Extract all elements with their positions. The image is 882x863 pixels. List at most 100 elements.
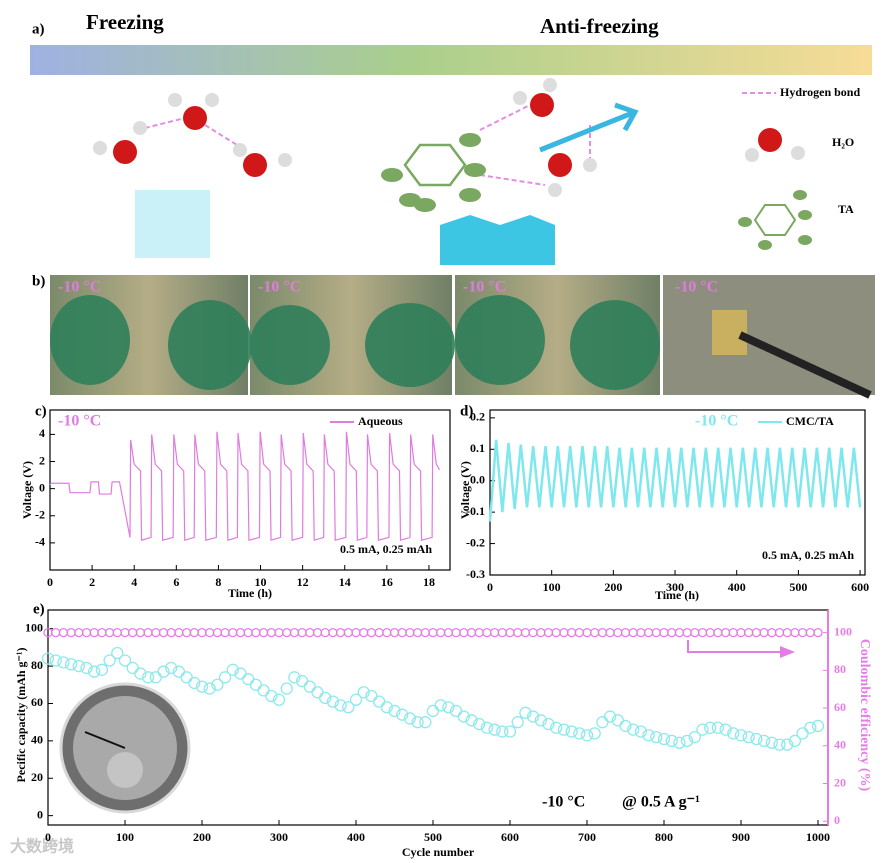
data-point [542, 717, 555, 731]
data-point [788, 734, 802, 748]
data-point [288, 671, 301, 684]
data-point [489, 627, 500, 638]
data-point [151, 627, 161, 638]
data-point [536, 627, 546, 638]
data-point [473, 717, 486, 731]
data-point [674, 627, 685, 638]
data-point [366, 627, 377, 638]
x-tick-label: 6 [173, 575, 179, 589]
diagram: a) Freezing Anti-freezing Hydrogen bond … [30, 10, 872, 265]
data-point [634, 725, 648, 738]
y-axis-label: Pecific capacity (mAh g⁻¹) [14, 648, 28, 783]
y-tick-label: 2 [39, 453, 45, 467]
data-point [235, 627, 246, 638]
data-point [311, 686, 324, 699]
x-tick-label: 800 [655, 830, 673, 844]
data-point [665, 734, 678, 748]
data-point [357, 686, 370, 699]
data-point [550, 721, 563, 734]
data-point [566, 627, 577, 638]
data-point [111, 646, 124, 660]
data-point [112, 627, 122, 638]
x-tick-label: 14 [339, 575, 351, 589]
data-point [80, 661, 93, 675]
data-point [759, 627, 769, 638]
data-point [157, 665, 170, 678]
data-point [543, 627, 554, 638]
data-point [180, 671, 193, 684]
data-point [727, 727, 740, 740]
data-point [211, 678, 224, 691]
y-tick-label: 80 [31, 658, 43, 672]
y-tick-label: 0.0 [470, 472, 485, 486]
data-point [195, 680, 209, 693]
data-point [690, 627, 700, 638]
molecules [93, 78, 812, 265]
data-point [380, 701, 393, 714]
data-point [118, 654, 132, 667]
data-point [673, 736, 686, 749]
data-point [226, 663, 239, 676]
data-point [451, 627, 461, 638]
x-tick-label: 600 [501, 830, 519, 844]
data-point [319, 691, 332, 705]
panel-label: a) [32, 21, 45, 37]
data-point [443, 627, 454, 638]
data-point [627, 723, 640, 736]
y2-tick-label: 20 [834, 775, 846, 789]
x-tick-label: 100 [116, 830, 134, 844]
data-point [419, 716, 432, 729]
legend-label: Hydrogen bond [780, 85, 860, 99]
x-tick-label: 0 [45, 830, 51, 844]
data-point [382, 627, 392, 638]
data-point [95, 663, 109, 676]
x-tick-label: 0 [47, 575, 53, 589]
x-tick-label: 200 [193, 830, 211, 844]
y-tick-label: 0.2 [470, 410, 485, 424]
data-point [282, 627, 292, 638]
data-point [197, 627, 207, 638]
data-point [667, 627, 677, 638]
x-tick-label: 300 [270, 830, 288, 844]
x-tick-label: 2 [89, 575, 95, 589]
y-tick-label: -0.3 [466, 567, 485, 581]
data-point [713, 627, 723, 638]
y2-axis-label: Coulombic efficiency (%) [857, 639, 872, 792]
x-tick-label: 12 [297, 575, 309, 589]
data-point [613, 627, 623, 638]
data-point [565, 725, 578, 738]
plot-frame [49, 409, 451, 571]
data-point [728, 627, 738, 638]
data-point [57, 656, 70, 669]
data-point [496, 725, 509, 738]
thermometer-photo [59, 682, 191, 814]
data-point [528, 627, 538, 638]
data-point [297, 627, 307, 638]
hbonds [136, 92, 776, 186]
data-point [326, 695, 340, 708]
annotation: -10 °C [58, 413, 101, 430]
title: Anti-freezing [540, 14, 659, 38]
data-point [757, 734, 771, 748]
y-axis-label: Voltage (V) [20, 461, 34, 519]
data-point [134, 667, 147, 680]
data-point [442, 701, 455, 714]
data-point [242, 673, 255, 686]
data-point [773, 738, 786, 751]
y-tick-label: -2 [35, 508, 45, 522]
gradient-bar [30, 45, 872, 75]
legend-label: H₂O [832, 135, 854, 149]
data-point [781, 738, 794, 751]
y2-tick-label: 0 [834, 813, 840, 827]
data-point [228, 627, 238, 638]
data-point [688, 730, 701, 744]
annotation: 0.5 mA, 0.25 mAh [340, 542, 432, 556]
data-point [280, 682, 293, 695]
data-point [603, 710, 617, 723]
data-point [790, 627, 800, 638]
title: Freezing [86, 10, 164, 34]
data-point [619, 719, 632, 733]
data-point [805, 627, 815, 638]
y2-tick-label: 100 [834, 624, 852, 638]
data-line [488, 439, 862, 522]
